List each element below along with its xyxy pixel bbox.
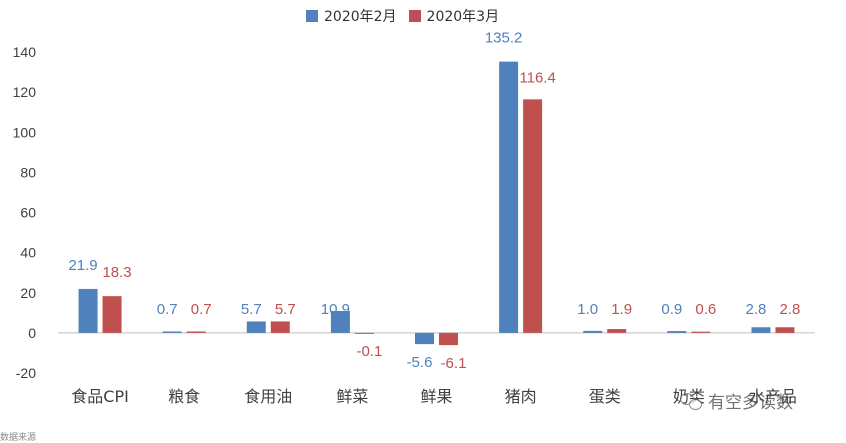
bar-series-1 (415, 332, 434, 345)
watermark-text: 有空多读数 (708, 393, 793, 413)
y-tick-label: 40 (20, 245, 36, 261)
data-label-series-2: 116.4 (519, 69, 555, 86)
wechat-bubble-icon (680, 392, 702, 410)
y-tick-label: 120 (13, 84, 37, 100)
data-label-series-1: 1.0 (577, 301, 598, 318)
x-category-label: 猪肉 (505, 387, 537, 406)
data-label-series-1: 135.2 (485, 30, 523, 47)
x-category-label: 水产品 (749, 387, 797, 406)
bar-series-1 (162, 331, 182, 333)
legend-swatch-series-2 (408, 10, 421, 22)
bar-series-2 (691, 331, 711, 333)
bar-series-2 (270, 321, 290, 333)
data-label-series-2: 1.9 (611, 301, 632, 318)
watermark: 有空多读数 (680, 388, 793, 413)
data-label-series-1: 0.7 (157, 301, 178, 318)
x-category-label: 鲜菜 (336, 387, 368, 406)
legend-swatch-series-1 (306, 10, 318, 22)
data-label-series-2: -0.1 (356, 343, 382, 360)
bar-series-2 (607, 329, 627, 333)
y-tick-label: -20 (16, 365, 36, 381)
legend-label-series-1: 2020年2月 (324, 9, 397, 25)
legend: 2020年2月 2020年3月 (306, 6, 499, 26)
bar-series-1 (667, 331, 687, 333)
y-tick-label: 140 (13, 44, 37, 60)
bar-series-1 (583, 330, 603, 333)
x-category-label: 食用油 (244, 387, 292, 406)
y-tick-label: 0 (28, 325, 36, 341)
bar-series-2 (775, 327, 795, 333)
y-tick-label: 60 (20, 205, 36, 221)
data-label-series-2: 0.7 (191, 301, 212, 318)
bar-series-2 (102, 296, 122, 333)
data-label-series-1: 21.9 (68, 257, 97, 274)
bar-series-2 (439, 332, 458, 346)
data-label-series-2: 18.3 (102, 264, 131, 281)
bar-series-2 (523, 99, 543, 333)
x-category-label: 粮食 (168, 387, 200, 406)
x-category-label: 鲜果 (420, 387, 452, 406)
bar-series-2 (354, 332, 374, 334)
y-tick-label: 80 (20, 164, 36, 180)
data-label-series-1: 2.8 (746, 301, 767, 318)
data-label-series-2: 2.8 (780, 301, 801, 318)
y-tick-label: 20 (20, 285, 36, 301)
legend-item-series-2: 2020年3月 (408, 6, 500, 26)
bar-series-1 (499, 61, 519, 333)
data-label-series-2: 0.6 (695, 301, 716, 318)
data-label-series-1: 5.7 (241, 301, 262, 318)
bar-series-1 (330, 311, 350, 333)
x-category-label: 蛋类 (589, 387, 621, 406)
data-label-series-1: 10.9 (321, 301, 350, 318)
bar-series-2 (186, 331, 206, 333)
bar-series-1 (246, 321, 266, 333)
data-label-series-2: 5.7 (275, 301, 296, 318)
footer-fragment: 数据来源 (0, 433, 37, 443)
bar-series-1 (78, 288, 98, 333)
legend-label-series-2: 2020年3月 (426, 9, 500, 25)
y-tick-label: 100 (13, 124, 37, 140)
bar-series-1 (751, 327, 771, 333)
data-label-series-1: 0.9 (661, 301, 682, 318)
data-label-series-1: -5.6 (407, 354, 433, 371)
legend-item-series-1: 2020年2月 (306, 6, 397, 26)
x-category-label: 食品CPI (71, 387, 129, 406)
data-label-series-2: -6.1 (441, 355, 467, 372)
